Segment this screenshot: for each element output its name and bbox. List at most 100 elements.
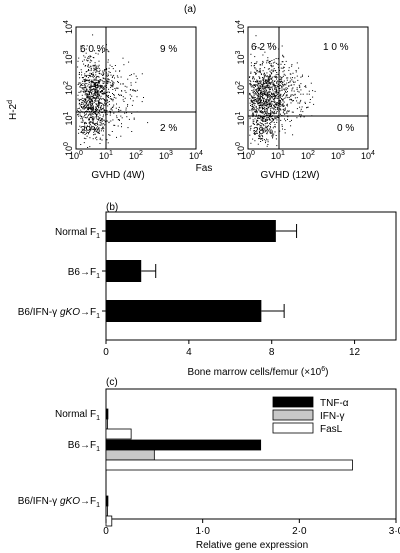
scatter-dot: [276, 81, 278, 83]
scatter-dot: [267, 106, 269, 108]
scatter-dot: [125, 91, 127, 93]
scatter-dot: [283, 85, 285, 87]
scatter-dot: [99, 114, 101, 116]
x-tick-label: 0: [103, 526, 109, 537]
scatter-dot: [293, 100, 294, 102]
scatter-dot: [283, 70, 285, 72]
scatter-dot: [262, 98, 264, 100]
scatter-dot: [300, 89, 302, 91]
scatter-dot: [92, 121, 94, 123]
scatter-dot: [98, 119, 100, 121]
scatter-dot: [265, 101, 267, 103]
scatter-dot: [276, 103, 278, 105]
scatter-dot: [100, 120, 101, 121]
scatter-dot: [259, 94, 261, 96]
scatter-dot: [117, 87, 119, 89]
scatter-dot: [261, 102, 263, 104]
scatter-dot: [252, 113, 254, 115]
scatter-dot: [101, 120, 103, 122]
scatter-dot: [270, 78, 272, 80]
scatter-dot: [116, 136, 117, 138]
scatter-dot: [115, 87, 117, 89]
scatter-dot: [252, 78, 254, 80]
scatter-dot: [272, 93, 274, 95]
scatter-dot: [287, 111, 289, 113]
scatter-dot: [257, 96, 259, 98]
scatter-dot: [258, 105, 260, 107]
scatter-dot: [141, 101, 143, 103]
scatter-dot: [259, 98, 260, 100]
scatter-dot: [266, 94, 268, 96]
scatter-dot: [93, 68, 95, 70]
scatter-dot: [265, 108, 267, 109]
scatter-dot: [290, 84, 292, 86]
scatter-dot: [90, 115, 92, 117]
scatter-dot: [92, 116, 94, 118]
scatter-dot: [280, 113, 281, 115]
scatter-dot: [273, 121, 275, 123]
scatter-dot: [84, 79, 86, 81]
scatter-dot: [291, 64, 293, 66]
scatter-dot: [82, 85, 84, 86]
scatter-dot: [96, 69, 98, 71]
scatter-dot: [86, 88, 88, 90]
scatter-dot: [99, 102, 101, 104]
scatter-dot: [108, 79, 110, 80]
scatter-dot: [262, 86, 264, 88]
scatter-dot: [278, 105, 280, 106]
scatter-dot: [253, 71, 255, 73]
scatter-dot: [100, 105, 102, 107]
scatter-dot: [90, 111, 92, 113]
scatter-dot: [255, 111, 257, 113]
y-tick-label: 104: [63, 20, 74, 34]
scatter-dot: [272, 107, 274, 109]
scatter-dot: [257, 123, 259, 125]
scatter-dot: [254, 133, 256, 135]
scatter-dot: [255, 93, 257, 95]
bar: [106, 220, 276, 242]
panel-b-xlabel: Bone marrow cells/femur (×106): [188, 366, 329, 378]
scatter-dot: [89, 97, 91, 99]
scatter-dot: [101, 112, 103, 113]
y-tick-label: 103: [63, 50, 74, 64]
scatter-dot: [87, 80, 89, 82]
scatter-dot: [258, 84, 260, 86]
scatter-dot: [253, 85, 255, 86]
scatter-dot: [265, 80, 266, 81]
scatter-dot: [107, 102, 109, 104]
scatter-dot: [113, 84, 114, 86]
scatter-dot: [274, 112, 276, 114]
scatter-dot: [100, 124, 101, 126]
scatter-dot: [78, 82, 80, 84]
scatter-dot: [93, 82, 95, 84]
scatter-dot: [249, 102, 251, 104]
scatter-dot: [96, 136, 98, 138]
scatter-dot: [90, 90, 92, 91]
scatter-dot: [279, 88, 281, 89]
scatter-dot: [81, 74, 83, 76]
scatter-dot: [267, 82, 269, 84]
scatter-dot: [263, 103, 265, 105]
scatter-dot: [108, 134, 110, 136]
scatter-dot: [94, 83, 96, 85]
scatter-dot: [299, 106, 301, 108]
scatter-dot: [88, 80, 90, 82]
y-tick-label: 104: [235, 20, 246, 34]
scatter-dot: [285, 84, 287, 86]
scatter-dot: [279, 103, 280, 105]
scatter-dot: [281, 89, 283, 91]
scatter-dot: [133, 90, 135, 92]
scatter-dot: [256, 112, 258, 114]
scatter-dot: [257, 87, 259, 89]
scatter-dot: [257, 88, 258, 90]
scatter-dot: [289, 121, 291, 122]
scatter-dot: [97, 131, 99, 133]
scatter-dot: [132, 89, 133, 91]
scatter-dot: [83, 103, 85, 105]
scatter-dot: [127, 78, 129, 80]
scatter-dot: [85, 91, 86, 92]
scatter-dot: [93, 84, 95, 86]
scatter-dot: [274, 75, 276, 77]
scatter-dot: [264, 108, 266, 110]
scatter-dot: [256, 61, 258, 63]
